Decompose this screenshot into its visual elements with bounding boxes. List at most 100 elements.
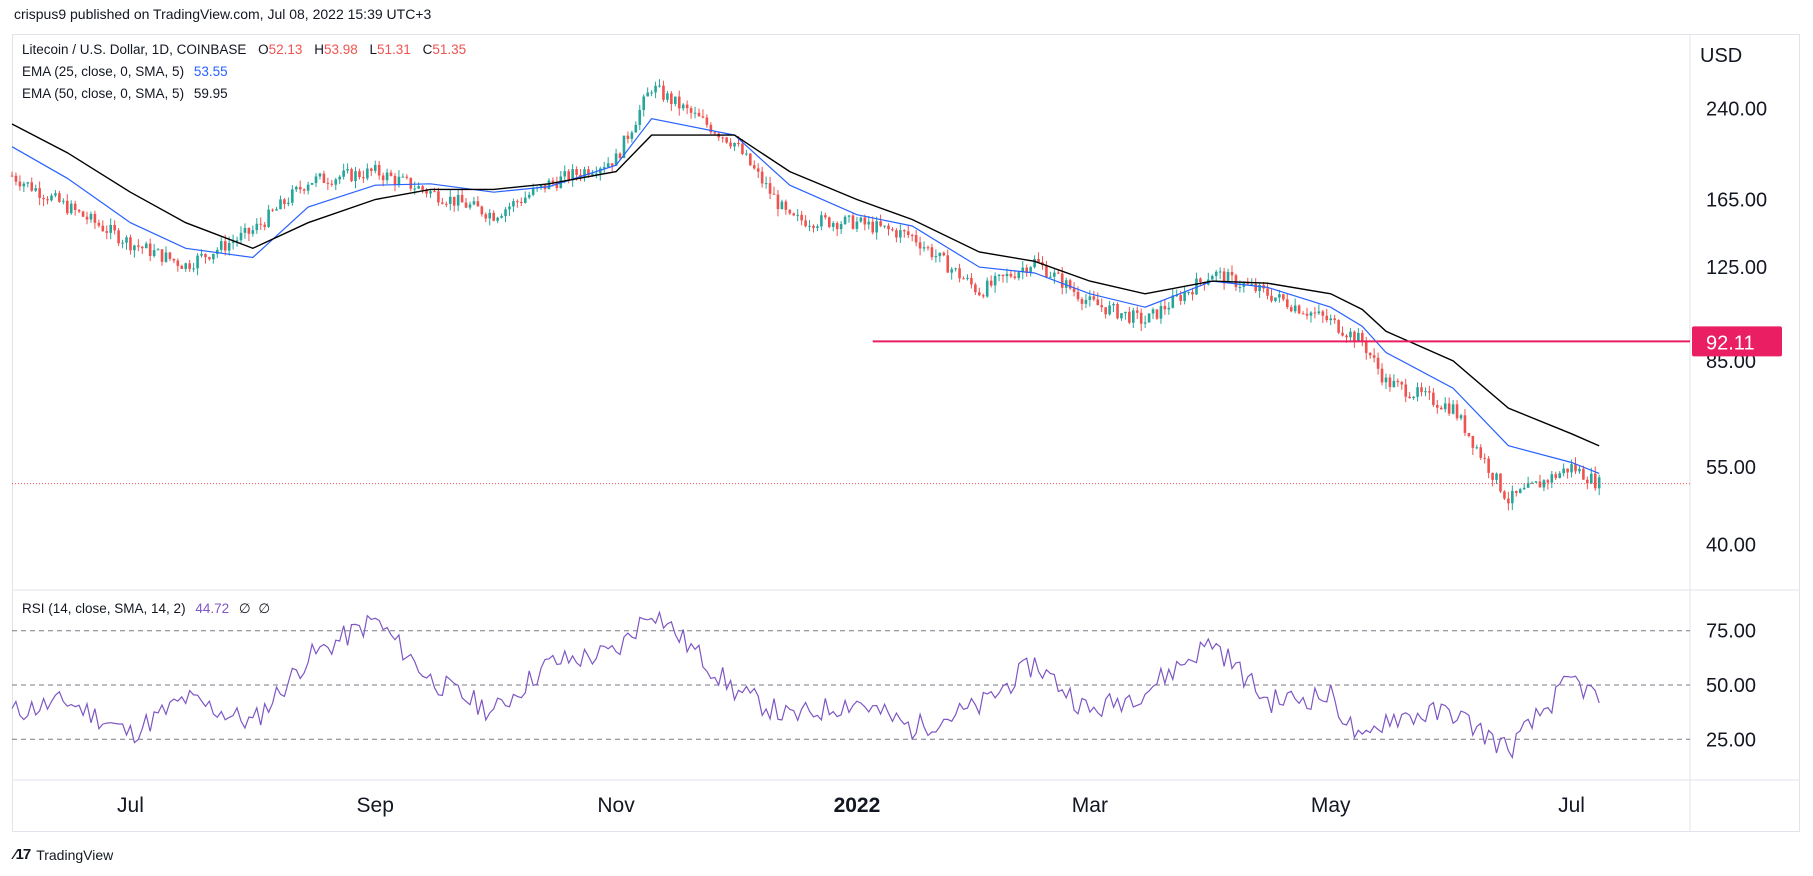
candle-body xyxy=(397,176,401,185)
candle-body xyxy=(895,230,898,238)
candle-body xyxy=(1116,303,1119,319)
candle-body xyxy=(985,280,989,297)
candle-body xyxy=(460,194,464,203)
candle-body xyxy=(887,225,890,230)
candle-body xyxy=(263,224,266,227)
candle-body xyxy=(555,182,559,189)
candle-body xyxy=(22,183,26,187)
candle-body xyxy=(1084,300,1088,304)
candle-body xyxy=(709,124,713,133)
candle-body xyxy=(1033,259,1036,268)
candle-body xyxy=(216,249,219,254)
candle-body xyxy=(200,253,203,256)
candle-body xyxy=(1530,482,1534,484)
ema50-label[interactable]: EMA (50, close, 0, SMA, 5) xyxy=(22,86,185,101)
ema50-line xyxy=(11,123,1600,447)
candle-body xyxy=(784,201,788,210)
candle-body xyxy=(1313,312,1317,314)
candle-body xyxy=(306,184,310,191)
candle-body xyxy=(448,196,452,204)
candle-body xyxy=(413,188,417,190)
candle-body xyxy=(1128,311,1131,323)
candle-body xyxy=(1388,377,1392,388)
candle-body xyxy=(1155,309,1159,319)
candle-body xyxy=(950,269,953,273)
candle-body xyxy=(464,202,468,208)
candle-body xyxy=(824,215,827,218)
candle-body xyxy=(1100,305,1104,308)
candle-body xyxy=(1325,315,1329,321)
open-label: O xyxy=(258,42,269,57)
candle-body xyxy=(634,124,638,133)
candle-body xyxy=(302,189,306,191)
candle-body xyxy=(401,176,405,178)
candle-body xyxy=(812,225,815,228)
candle-body xyxy=(792,213,796,216)
candle-body xyxy=(863,217,867,225)
candle-body xyxy=(654,85,657,93)
candle-body xyxy=(1538,481,1542,488)
candle-body xyxy=(1562,468,1565,474)
candle-body xyxy=(721,137,724,139)
candle-body xyxy=(488,212,492,219)
candle-body xyxy=(1037,259,1040,263)
price-tick-label: 240.00 xyxy=(1706,98,1767,120)
candle-body xyxy=(910,235,914,237)
candle-body xyxy=(160,249,164,262)
candle-body xyxy=(496,217,499,221)
candle-body xyxy=(1266,288,1269,296)
candle-body xyxy=(362,177,365,179)
candle-body xyxy=(1534,481,1538,483)
candle-body xyxy=(938,252,942,257)
candle-body xyxy=(1226,271,1230,284)
candle-body xyxy=(271,209,274,211)
high-label: H xyxy=(314,42,324,57)
rsi-extra-1: ∅ xyxy=(238,601,251,616)
candle-body xyxy=(1112,303,1115,306)
candle-body xyxy=(14,175,18,182)
candle-body xyxy=(670,93,673,105)
candle-body xyxy=(1511,490,1514,504)
rsi-tick-label: 75.00 xyxy=(1706,621,1756,643)
candle-body xyxy=(38,188,41,198)
candle-body xyxy=(713,132,717,134)
candle-body xyxy=(934,256,938,258)
ema25-label[interactable]: EMA (25, close, 0, SMA, 5) xyxy=(22,64,185,79)
candle-body xyxy=(583,169,586,177)
candle-body xyxy=(1364,341,1368,353)
candle-body xyxy=(1246,282,1250,285)
candle-body xyxy=(137,245,140,247)
footer-brand[interactable]: ⁄17 TradingView xyxy=(14,846,113,863)
candle-body xyxy=(610,163,614,166)
candle-body xyxy=(275,209,278,211)
candle-body xyxy=(50,195,53,201)
candle-body xyxy=(978,292,981,296)
candle-body xyxy=(1285,299,1289,308)
candle-body xyxy=(223,241,227,251)
candle-body xyxy=(1424,391,1427,393)
candle-body xyxy=(741,143,744,155)
candle-body xyxy=(1522,487,1526,490)
candle-body xyxy=(1167,307,1171,310)
candle-body xyxy=(429,191,432,194)
currency-label: USD xyxy=(1700,45,1742,67)
symbol-label[interactable]: Litecoin / U.S. Dollar, 1D, COINBASE xyxy=(22,42,247,57)
candle-body xyxy=(875,221,878,233)
rsi-label[interactable]: RSI (14, close, SMA, 14, 2) xyxy=(22,601,186,616)
candle-body xyxy=(1309,312,1313,316)
candle-body xyxy=(1475,447,1479,449)
candle-body xyxy=(1439,407,1443,410)
candle-body xyxy=(1589,473,1593,484)
candle-body xyxy=(1297,305,1301,314)
candle-body xyxy=(338,176,342,180)
candle-body xyxy=(1420,387,1423,393)
candle-body xyxy=(997,274,1001,276)
candle-body xyxy=(1554,474,1558,478)
candle-body xyxy=(1183,292,1186,301)
candle-body xyxy=(1076,291,1080,300)
candle-body xyxy=(69,203,73,214)
candle-body xyxy=(322,173,326,183)
candle-body xyxy=(346,169,349,171)
candle-body xyxy=(1317,311,1321,314)
